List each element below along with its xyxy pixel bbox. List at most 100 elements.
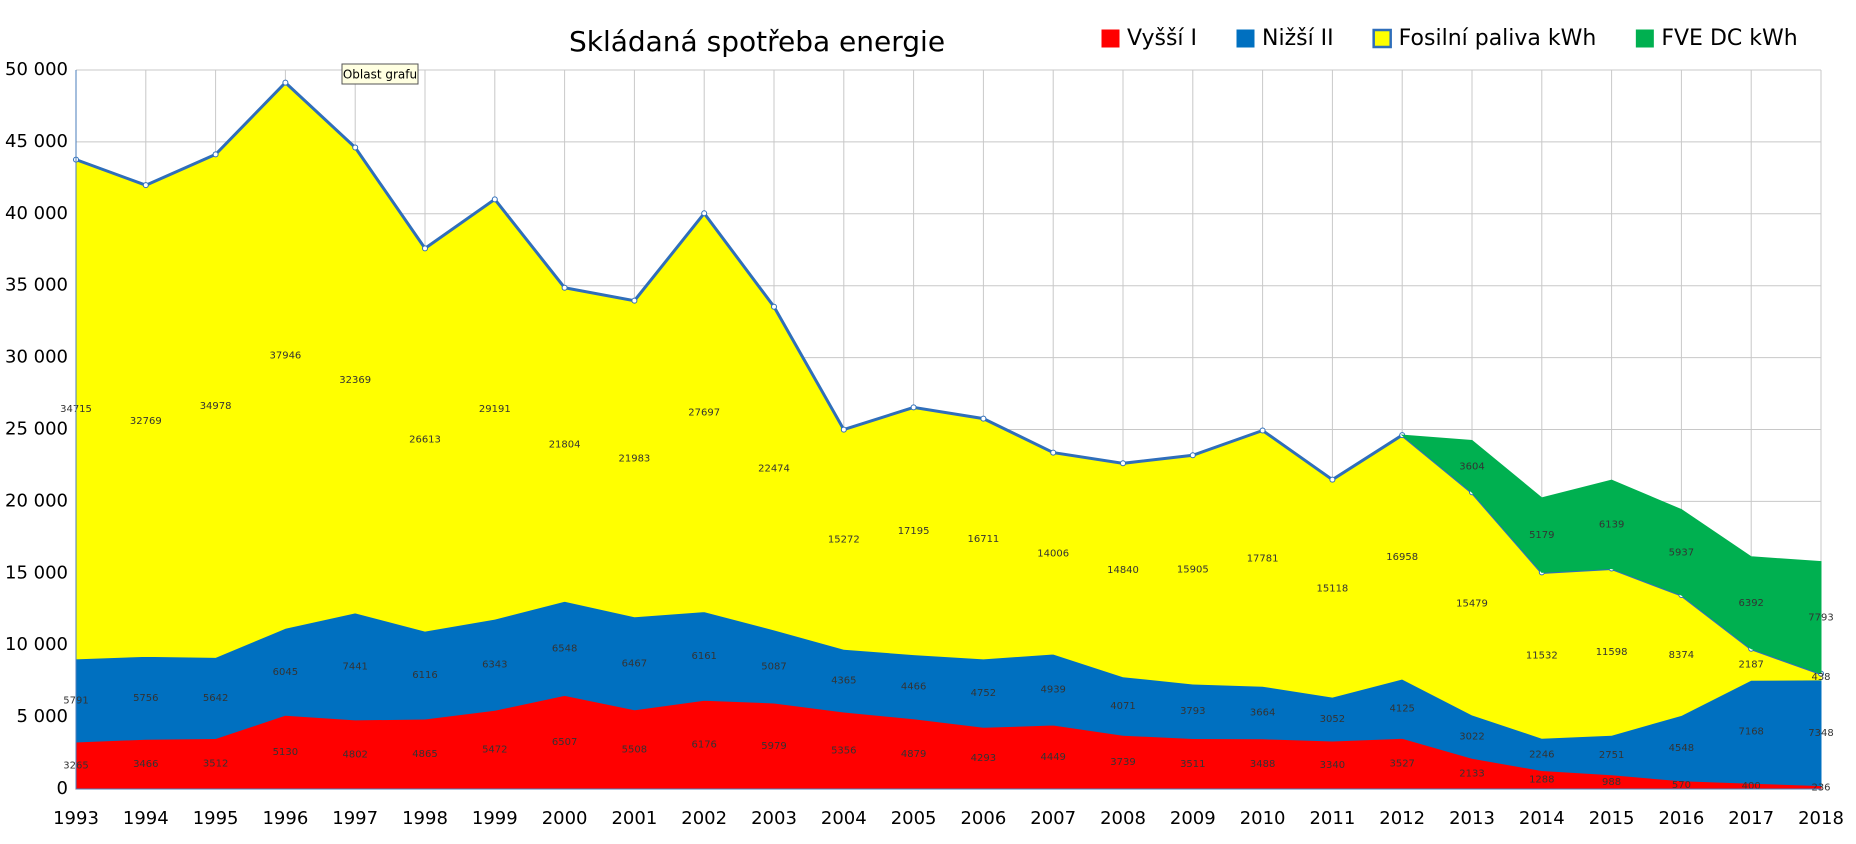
- y-tick-label: 10 000: [5, 634, 68, 655]
- data-label: 22474: [758, 463, 790, 474]
- x-tick-label: 2009: [1170, 808, 1216, 829]
- y-tick-label: 0: [57, 778, 68, 799]
- x-tick-label: 1995: [193, 808, 239, 829]
- point-marker: [1189, 452, 1196, 459]
- data-label: 3739: [1110, 757, 1135, 768]
- x-tick-label: 2005: [891, 808, 937, 829]
- data-label: 3340: [1320, 760, 1345, 771]
- x-tick-label: 2010: [1240, 808, 1286, 829]
- data-label: 4125: [1389, 704, 1414, 715]
- data-label: 4865: [412, 749, 437, 760]
- point-marker: [840, 426, 847, 433]
- point-marker: [491, 196, 498, 203]
- data-label: 17195: [898, 526, 930, 537]
- x-tick-label: 2004: [821, 808, 867, 829]
- x-tick-label: 2016: [1658, 808, 1704, 829]
- data-label: 3793: [1180, 706, 1205, 717]
- tooltip-box: [341, 63, 419, 85]
- data-label: 5756: [133, 693, 158, 704]
- data-label: 16711: [967, 534, 999, 545]
- data-label: 400: [1742, 781, 1761, 792]
- point-marker: [212, 151, 219, 158]
- data-label: 15905: [1177, 565, 1209, 576]
- x-tick-label: 2013: [1449, 808, 1495, 829]
- data-label: 236: [1811, 782, 1830, 793]
- x-tick-label: 2000: [542, 808, 588, 829]
- data-label: 5472: [482, 745, 507, 756]
- data-label: 15272: [828, 534, 860, 545]
- data-label: 5130: [273, 747, 298, 758]
- data-label: 4293: [971, 753, 996, 764]
- data-label: 6139: [1599, 519, 1624, 530]
- data-label: 3527: [1389, 759, 1414, 770]
- legend-swatch: [1101, 29, 1120, 48]
- data-label: 3511: [1180, 759, 1205, 770]
- x-tick-label: 2018: [1798, 808, 1844, 829]
- data-label: 6392: [1738, 598, 1763, 609]
- point-marker: [1259, 427, 1266, 434]
- data-label: 6176: [691, 740, 716, 751]
- y-tick-label: 45 000: [5, 131, 68, 152]
- data-label: 6507: [552, 737, 577, 748]
- point-marker: [422, 245, 428, 252]
- data-label: 11532: [1526, 650, 1558, 661]
- x-tick-label: 2011: [1309, 808, 1355, 829]
- data-label: 3466: [133, 759, 158, 770]
- legend-label: Nižší II: [1262, 26, 1334, 51]
- data-label: 4071: [1110, 701, 1135, 712]
- legend-swatch: [1635, 29, 1654, 48]
- x-tick-label: 2006: [960, 808, 1006, 829]
- legend-swatch: [1236, 29, 1255, 48]
- x-tick-label: 2002: [681, 808, 727, 829]
- data-label: 4939: [1040, 685, 1065, 696]
- x-tick-label: 2017: [1728, 808, 1774, 829]
- data-label: 32769: [130, 416, 162, 427]
- point-marker: [910, 404, 917, 411]
- data-label: 14006: [1037, 548, 1069, 559]
- data-label: 5087: [761, 661, 786, 672]
- x-tick-label: 1996: [262, 808, 308, 829]
- y-tick-label: 5 000: [16, 706, 68, 727]
- data-label: 6116: [412, 670, 437, 681]
- y-tick-label: 40 000: [5, 203, 68, 224]
- tooltip: Oblast grafu: [341, 63, 419, 85]
- data-label: 570: [1672, 780, 1691, 791]
- legend-label: FVE DC kWh: [1661, 26, 1797, 51]
- y-tick-label: 50 000: [5, 59, 68, 80]
- data-label: 21983: [618, 454, 650, 465]
- legend-swatch: [1372, 28, 1392, 49]
- data-label: 15479: [1456, 599, 1488, 610]
- data-label: 6548: [552, 643, 577, 654]
- y-tick-label: 35 000: [5, 275, 68, 296]
- point-marker: [352, 144, 359, 151]
- data-label: 15118: [1316, 583, 1348, 594]
- x-tick-label: 2015: [1589, 808, 1635, 829]
- point-marker: [980, 415, 987, 422]
- y-tick-label: 25 000: [5, 419, 68, 440]
- data-label: 438: [1811, 672, 1830, 683]
- data-label: 988: [1602, 777, 1621, 788]
- data-label: 7441: [342, 661, 367, 672]
- data-label: 3664: [1250, 707, 1275, 718]
- data-label: 6045: [273, 667, 298, 678]
- data-label: 26613: [409, 435, 441, 446]
- point-marker: [701, 210, 708, 217]
- data-label: 4752: [971, 688, 996, 699]
- data-label: 4548: [1669, 743, 1694, 754]
- data-label: 16958: [1386, 552, 1418, 563]
- data-label: 14840: [1107, 565, 1139, 576]
- point-marker: [1050, 449, 1057, 456]
- data-label: 27697: [688, 407, 720, 418]
- data-label: 6161: [691, 651, 716, 662]
- x-tick-label: 1998: [402, 808, 448, 829]
- data-label: 6467: [622, 658, 647, 669]
- data-label: 4365: [831, 676, 856, 687]
- data-label: 2751: [1599, 750, 1624, 761]
- data-label: 21804: [549, 439, 581, 450]
- x-tick-label: 2014: [1519, 808, 1565, 829]
- data-label: 7793: [1808, 613, 1833, 624]
- data-label: 3604: [1459, 461, 1484, 472]
- x-tick-label: 2012: [1379, 808, 1425, 829]
- x-tick-label: 2001: [611, 808, 657, 829]
